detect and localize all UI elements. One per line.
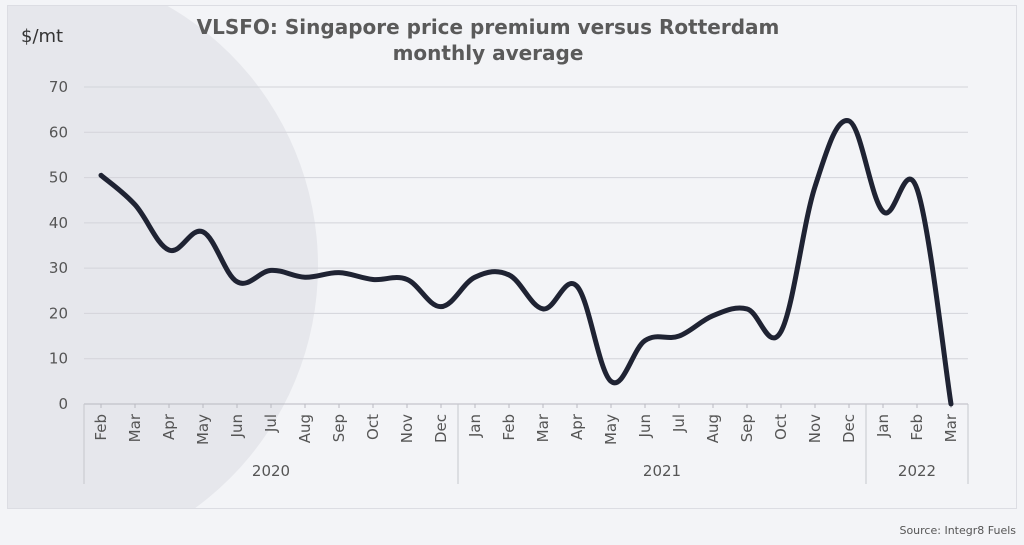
grid-lines [84,86,968,405]
x-tick-label: Jun [636,414,654,438]
x-tick-label: Apr [568,413,586,440]
x-tick-label: Mar [126,413,144,442]
year-group-label: 2020 [252,462,290,480]
year-groups: 2020 2021 2022 [83,404,969,484]
x-tick-label: May [602,414,620,445]
x-tick-label: Aug [704,414,722,443]
chart-title-line-1: VLSFO: Singapore price premium versus Ro… [196,15,780,39]
y-tick-label: 30 [49,259,68,277]
chart-title-line-2: monthly average [392,41,584,65]
y-tick-label: 20 [49,304,68,322]
y-tick-labels: 0 10 20 30 40 50 60 70 [49,78,68,413]
y-tick-label: 0 [58,395,68,413]
x-tick-label: Nov [806,414,824,443]
chart-svg: 0 10 20 30 40 50 60 70 Feb Mar Apr May Jun Jul Aug Sep… [49,78,969,484]
y-tick-label: 40 [49,214,68,232]
y-axis-unit-label: $/mt [21,26,64,47]
x-tick-label: Oct [772,414,790,440]
x-tick-label: Dec [840,414,858,443]
x-tick-label: Nov [398,414,416,443]
y-tick-label: 70 [49,78,68,96]
source-note: Source: Integr8 Fuels [899,524,1016,537]
x-tick-label: May [194,414,212,445]
x-tick-label: Oct [364,414,382,440]
year-group-label: 2022 [898,462,936,480]
x-tick-label: Sep [738,414,756,442]
chart-frame: 0 10 20 30 40 50 60 70 Feb Mar Apr May Jun Jul Aug Sep… [7,5,1017,509]
y-tick-label: 10 [49,350,68,368]
x-tick-label: Jul [670,414,688,433]
x-tick-label: Feb [500,414,518,441]
x-tick-label: Aug [296,414,314,443]
x-tick-labels: Feb Mar Apr May Jun Jul Aug Sep Oct Nov Dec Jan Feb M… [92,404,960,445]
x-tick-label: Jul [262,414,280,433]
x-tick-label: Jan [466,414,484,438]
x-tick-label: Mar [942,413,960,442]
y-tick-label: 50 [49,169,68,187]
x-tick-label: Dec [432,414,450,443]
x-tick-label: Jun [228,414,246,438]
y-tick-label: 60 [49,123,68,141]
x-tick-label: Jan [874,414,892,438]
chart-title: VLSFO: Singapore price premium versus Ro… [168,14,808,66]
x-tick-label: Feb [92,414,110,441]
year-group-label: 2021 [643,462,681,480]
x-tick-label: Feb [908,414,926,441]
x-tick-label: Apr [160,413,178,440]
series-line [98,118,954,407]
x-tick-label: Sep [330,414,348,442]
x-tick-label: Mar [534,413,552,442]
